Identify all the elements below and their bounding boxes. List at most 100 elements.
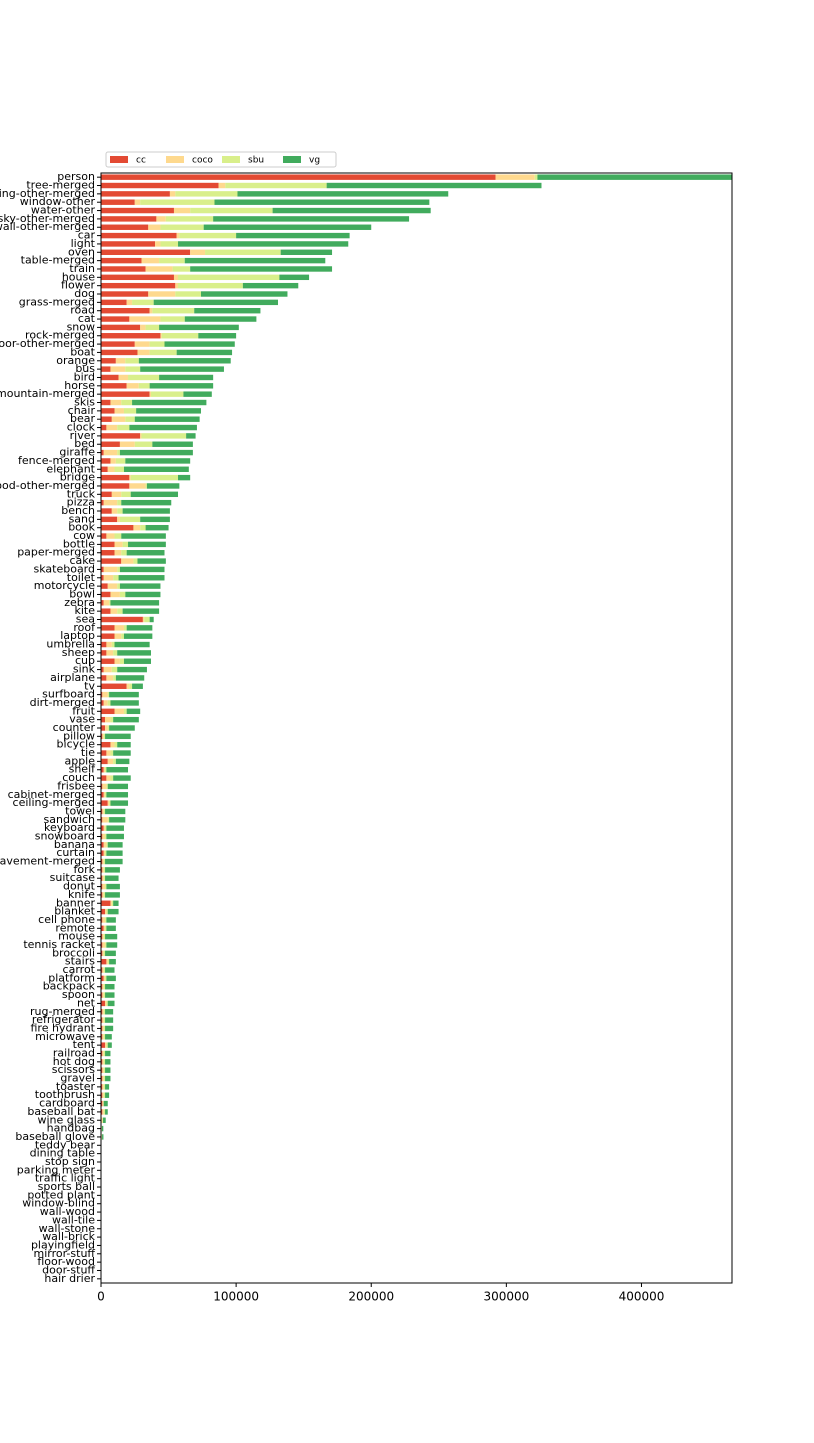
bar-segment (101, 224, 149, 230)
bar-segment (130, 491, 179, 498)
bar-segment (106, 783, 108, 790)
y-tick-label: zebra (64, 596, 95, 609)
bar-segment (161, 333, 199, 339)
bar-segment (107, 842, 123, 848)
legend-swatch (166, 156, 184, 163)
bar-segment (117, 583, 120, 589)
bar-segment (110, 750, 114, 756)
bar-segment (110, 800, 129, 806)
bar-segment (101, 191, 170, 197)
bar-segment (103, 499, 118, 506)
y-tick-label: building-other-merged (0, 187, 95, 200)
y-tick-label: bench (61, 504, 95, 517)
bar-segment (111, 416, 126, 422)
bar-segment (101, 1025, 103, 1032)
bar-segment (101, 1100, 103, 1107)
bar-segment (105, 833, 107, 840)
y-tick-label: banana (54, 838, 95, 851)
bar-segment (103, 1092, 106, 1098)
bar-segment (122, 508, 170, 514)
bar-segment (105, 1050, 111, 1057)
bar-segment (160, 316, 185, 322)
y-tick-label: keyboard (44, 821, 95, 834)
bar-segment (114, 741, 118, 748)
bar-segment (101, 675, 107, 681)
bar-segment (106, 533, 115, 539)
bar-segment (178, 241, 349, 247)
bar-segment (105, 875, 119, 881)
bar-segment (101, 908, 106, 915)
bar-segment (145, 266, 173, 272)
bar-segment (105, 1109, 108, 1115)
bar-segment (140, 324, 146, 331)
y-tick-label: scissors (52, 1063, 96, 1076)
bar-segment (102, 1075, 104, 1082)
bar-segment (105, 725, 108, 731)
bar-segment (107, 908, 119, 915)
bar-segment (109, 958, 116, 965)
y-tick-label: bowl (69, 587, 95, 600)
bar-segment (106, 883, 120, 890)
bar-segment (140, 199, 215, 205)
bar-segment (176, 349, 233, 356)
bar-segment (117, 508, 123, 514)
bar-segment (106, 908, 108, 915)
bar-segment (101, 591, 111, 598)
bar-segment (101, 232, 177, 239)
bar-segment (101, 349, 138, 356)
bar-segment (102, 1017, 104, 1023)
bar-segment (105, 908, 107, 915)
bar-segment (107, 466, 115, 472)
bar-segment (101, 833, 103, 840)
bar-segment (103, 1059, 106, 1065)
bar-segment (140, 524, 146, 531)
bar-segment (101, 775, 107, 781)
bar-segment (102, 1084, 104, 1090)
bar-segment (105, 1017, 114, 1023)
bar-segment (103, 792, 106, 798)
y-tick-label: towel (65, 804, 95, 817)
bar-segment (101, 541, 115, 548)
bar-segment (101, 266, 146, 272)
y-tick-label: window-blind (22, 1197, 95, 1210)
y-tick-label: road (70, 304, 95, 317)
bar-segment (117, 650, 151, 656)
bar-segment (102, 1100, 104, 1107)
bar-segment (106, 750, 111, 756)
bar-segment (101, 1084, 103, 1090)
y-tick-label: cup (75, 654, 95, 667)
y-tick-label: blanket (54, 905, 95, 918)
bar-segment (105, 808, 126, 815)
legend-swatch (283, 156, 301, 163)
y-tick-label: wine glass (37, 1113, 95, 1126)
bar-segment (107, 783, 129, 790)
bar-segment (103, 1067, 106, 1073)
bar-segment (103, 1109, 106, 1115)
bar-segment (123, 408, 137, 414)
bar-segment (102, 817, 108, 823)
bar-segment (106, 641, 112, 648)
y-tick-label: tent (73, 1038, 96, 1051)
bar-segment (102, 1067, 104, 1073)
bar-segment (110, 399, 122, 406)
bar-segment (145, 324, 160, 331)
bar-segment (105, 942, 107, 948)
bar-segment (101, 1050, 103, 1057)
bar-segment (178, 282, 243, 289)
y-tick-label: bird (74, 370, 95, 383)
bar-segment (106, 767, 129, 773)
y-tick-label: kite (74, 604, 95, 617)
bar-segment (126, 683, 130, 689)
bar-segment (123, 625, 127, 631)
y-tick-label: giraffe (59, 446, 95, 459)
bar-segment (111, 508, 118, 514)
bar-segment (148, 224, 161, 230)
bar-segment (101, 725, 106, 731)
bar-segment (190, 249, 206, 255)
bar-segment (148, 291, 176, 297)
bar-segment (105, 1092, 110, 1098)
bar-segment (102, 808, 104, 815)
bar-segment (146, 483, 180, 489)
y-tick-label: skateboard (34, 562, 96, 575)
y-tick-label: train (69, 262, 95, 275)
